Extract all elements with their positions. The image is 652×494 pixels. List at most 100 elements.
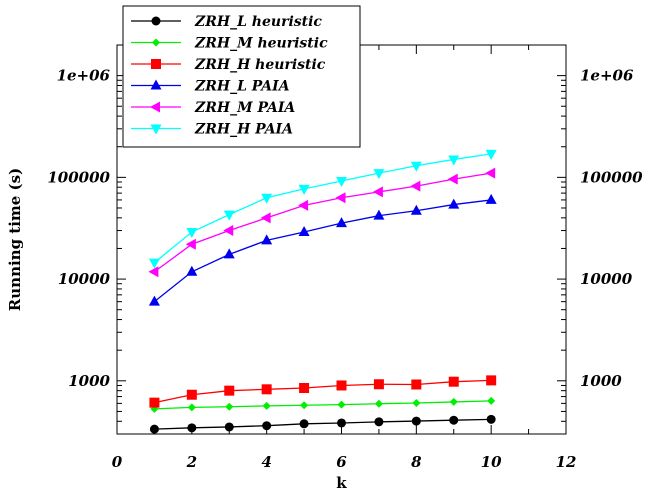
data-point — [186, 389, 197, 400]
data-point — [186, 265, 198, 276]
data-point — [225, 402, 234, 411]
data-point — [187, 423, 197, 433]
series-line — [154, 379, 492, 404]
legend-label: ZRH_L heuristic — [194, 14, 322, 30]
data-point — [373, 209, 385, 220]
legend-marker — [152, 38, 160, 47]
data-point — [299, 419, 309, 429]
y-tick-label: 100000 — [47, 168, 110, 186]
series-line — [154, 172, 492, 273]
y-tick-label: 1e+06 — [57, 67, 111, 85]
data-point — [148, 266, 159, 278]
legend-marker — [151, 16, 161, 26]
data-point — [487, 396, 496, 405]
series-3 — [149, 375, 497, 408]
x-tick-label: 8 — [411, 453, 422, 471]
data-point — [410, 204, 422, 215]
data-point — [335, 192, 346, 204]
series-line — [154, 153, 492, 264]
y-tick-label-right: 1e+06 — [580, 67, 634, 85]
x-tick-label: 12 — [556, 453, 577, 471]
legend-marker — [150, 124, 162, 135]
data-point — [336, 217, 347, 228]
data-point — [485, 149, 497, 160]
data-point — [486, 375, 497, 386]
data-point — [298, 199, 309, 211]
x-tick-label: 10 — [481, 453, 502, 471]
data-point — [300, 401, 309, 410]
x-tick-label: 0 — [112, 453, 123, 471]
data-point — [336, 177, 347, 188]
series-line — [154, 418, 492, 430]
legend: ZRH_L heuristic ZRH_M heuristic ZRH_H heur… — [122, 5, 361, 148]
data-point — [149, 424, 159, 434]
legend-box — [122, 5, 361, 148]
data-point — [260, 212, 271, 224]
y-tick-label-right: 1000 — [580, 372, 622, 390]
data-point — [223, 225, 234, 237]
data-point — [223, 210, 235, 221]
data-point — [411, 379, 422, 390]
data-point — [374, 417, 384, 427]
y-tick-label-right: 100000 — [580, 168, 643, 186]
legend-marker — [150, 101, 160, 113]
x-axis-title: k — [336, 474, 347, 492]
data-point — [299, 382, 310, 393]
series-line — [154, 400, 492, 410]
legend-item: ZRH_L PAIA — [131, 79, 290, 95]
x-tick-label: 4 — [261, 453, 271, 471]
data-point — [185, 238, 196, 250]
data-point — [186, 228, 198, 239]
data-point — [223, 248, 235, 259]
legend-item: ZRH_L heuristic — [131, 14, 322, 30]
series-line — [154, 199, 492, 303]
series-1 — [149, 414, 496, 434]
data-point — [148, 295, 160, 306]
data-point — [373, 379, 384, 390]
legend-label: ZRH_M heuristic — [194, 36, 328, 52]
data-point — [485, 193, 497, 204]
data-point — [224, 385, 235, 396]
y-tick-label: 10000 — [58, 270, 111, 288]
data-point — [448, 376, 459, 387]
data-point — [149, 397, 160, 408]
data-point — [486, 414, 496, 424]
data-point — [261, 384, 272, 395]
series-2 — [150, 396, 496, 413]
data-point — [448, 155, 460, 166]
data-point — [410, 180, 421, 192]
data-point — [336, 380, 347, 391]
data-point — [447, 173, 458, 185]
data-point — [261, 234, 273, 245]
data-point — [337, 418, 346, 428]
data-point — [373, 169, 385, 180]
data-point — [372, 186, 383, 198]
series-6 — [148, 149, 497, 269]
series-group — [148, 149, 497, 434]
data-point — [187, 403, 196, 412]
legend-marker — [151, 59, 161, 69]
legend-item: ZRH_M PAIA — [131, 100, 295, 116]
legend-label: ZRH_H PAIA — [194, 122, 293, 138]
data-point — [411, 416, 421, 426]
legend-marker — [150, 79, 162, 90]
legend-item: ZRH_H PAIA — [131, 122, 293, 138]
series-5 — [148, 167, 496, 278]
data-point — [410, 161, 422, 172]
axis-ticks: 0 2 4 6 8 10 12 1000 1000 10000 10000 100000 100000 1… — [47, 44, 643, 471]
y-axis-title: Running time (s) — [6, 168, 24, 311]
data-point — [262, 401, 271, 410]
data-point — [261, 193, 273, 204]
x-tick-label: 6 — [336, 453, 347, 471]
data-point — [449, 397, 458, 406]
data-point — [262, 421, 272, 431]
legend-label: ZRH_M PAIA — [194, 100, 295, 116]
data-point — [298, 226, 310, 237]
data-point — [485, 167, 496, 179]
data-point — [148, 258, 160, 269]
y-tick-label: 1000 — [68, 372, 110, 390]
data-point — [449, 415, 459, 425]
data-point — [374, 399, 383, 408]
y-tick-label-right: 10000 — [580, 270, 633, 288]
